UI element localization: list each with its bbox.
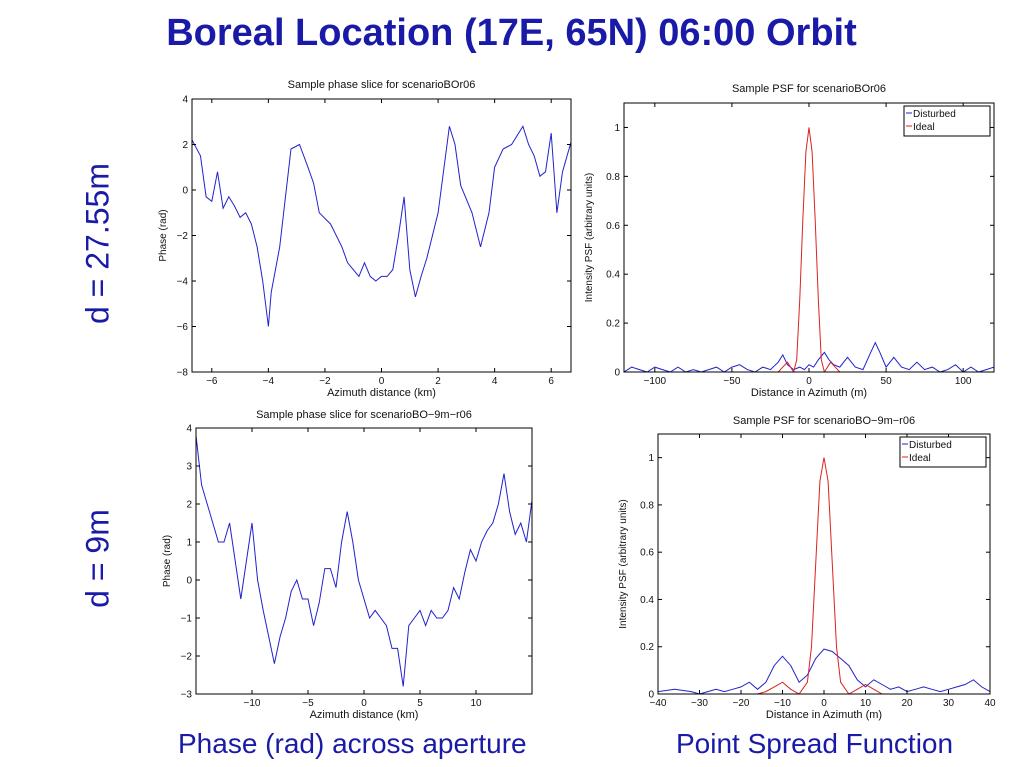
x-tick-label: 10 [470, 698, 482, 709]
x-tick-label: 20 [901, 698, 913, 709]
series-line-phase [192, 125, 571, 327]
x-tick-label: −6 [206, 376, 218, 387]
series-line-ideal [624, 127, 994, 372]
x-tick-label: −2 [319, 376, 331, 387]
y-axis-label: Phase (rad) [162, 535, 173, 587]
y-tick-label: 0 [614, 368, 620, 379]
slide-title: Boreal Location (17E, 65N) 06:00 Orbit [166, 12, 857, 54]
x-tick-label: −20 [733, 698, 750, 709]
x-tick-label: −40 [650, 698, 667, 709]
x-tick-label: −50 [723, 376, 740, 387]
y-tick-label: 2 [186, 500, 192, 511]
y-tick-label: 3 [186, 462, 192, 473]
legend-label-ideal: Ideal [913, 122, 935, 133]
y-tick-label: 0 [648, 690, 654, 701]
x-tick-label: 5 [417, 698, 423, 709]
x-tick-label: −5 [302, 698, 314, 709]
y-tick-label: 0.2 [606, 319, 620, 330]
series-line-ideal [658, 457, 990, 694]
x-tick-label: 30 [943, 698, 955, 709]
x-tick-label: 0 [806, 376, 812, 387]
y-tick-label: 0.4 [606, 270, 620, 281]
x-tick-label: 2 [435, 376, 441, 387]
y-tick-label: −4 [177, 277, 189, 288]
y-tick-label: −2 [177, 231, 189, 242]
x-axis-label: Azimuth distance (km) [310, 709, 419, 721]
chart-title: Sample PSF for scenarioBOr06 [732, 83, 886, 95]
x-axis-label: Distance in Azimuth (m) [766, 709, 882, 721]
chart-title: Sample PSF for scenarioBO−9m−r06 [733, 415, 915, 427]
y-tick-label: 1 [648, 453, 654, 464]
chart-title: Sample phase slice for scenarioBO−9m−r06 [256, 409, 472, 421]
y-tick-label: 0 [182, 186, 188, 197]
y-tick-label: 2 [182, 140, 188, 151]
y-tick-label: 0.6 [606, 221, 620, 232]
y-tick-label: 0.6 [640, 548, 654, 559]
x-tick-label: −10 [244, 698, 261, 709]
y-tick-label: 0.8 [606, 172, 620, 183]
x-tick-label: 10 [860, 698, 872, 709]
y-axis-label: Intensity PSF (arbitrary units) [618, 499, 629, 628]
x-tick-label: 50 [881, 376, 893, 387]
caption-phase: Phase (rad) across aperture [178, 728, 527, 759]
legend-label-disturbed: Disturbed [913, 109, 956, 120]
y-tick-label: 0 [186, 576, 192, 587]
x-tick-label: 0 [361, 698, 367, 709]
x-tick-label: −100 [644, 376, 667, 387]
x-tick-label: 0 [379, 376, 385, 387]
y-tick-label: 4 [186, 424, 192, 435]
y-tick-label: −6 [177, 322, 189, 333]
y-tick-label: −1 [181, 614, 193, 625]
y-tick-label: 0.4 [640, 595, 654, 606]
y-tick-label: 4 [182, 95, 188, 106]
y-tick-label: 0.8 [640, 500, 654, 511]
x-tick-label: −30 [691, 698, 708, 709]
y-tick-label: 1 [614, 123, 620, 134]
y-axis-label: Intensity PSF (arbitrary units) [584, 173, 595, 302]
x-axis-label: Distance in Azimuth (m) [751, 387, 867, 399]
y-tick-label: −2 [181, 652, 193, 663]
y-tick-label: 1 [186, 538, 192, 549]
y-tick-label: −8 [177, 368, 189, 379]
x-tick-label: 4 [492, 376, 498, 387]
x-tick-label: −4 [263, 376, 275, 387]
legend-box [899, 436, 987, 468]
x-tick-label: 6 [548, 376, 554, 387]
series-line-phase [196, 435, 532, 687]
y-axis-label: Phase (rad) [158, 209, 169, 261]
y-tick-label: 0.2 [640, 642, 654, 653]
legend-label-ideal: Ideal [909, 453, 931, 464]
x-axis-label: Azimuth distance (km) [327, 387, 436, 399]
legend-label-disturbed: Disturbed [909, 440, 952, 451]
legend-box [903, 105, 991, 137]
x-tick-label: 40 [984, 698, 996, 709]
caption-psf: Point Spread Function [676, 728, 954, 759]
axes-frame [657, 433, 991, 695]
series-line-disturbed [658, 648, 990, 694]
chart-title: Sample phase slice for scenarioBOr06 [288, 79, 476, 91]
y-tick-label: −3 [181, 690, 193, 701]
series-line-disturbed [624, 341, 994, 372]
x-tick-label: −10 [774, 698, 791, 709]
x-tick-label: 100 [955, 376, 972, 387]
x-tick-label: 0 [821, 698, 827, 709]
